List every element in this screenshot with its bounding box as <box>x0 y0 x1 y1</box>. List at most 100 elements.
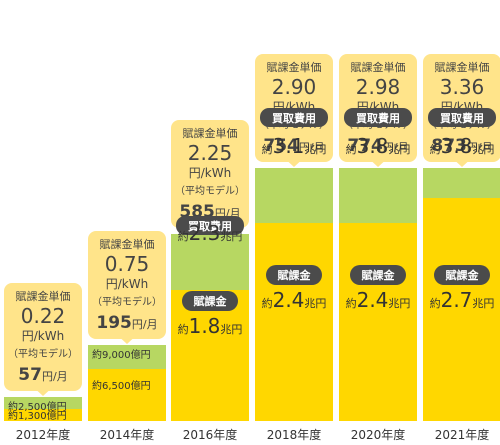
bar-surcharge <box>339 223 417 421</box>
callout-title: 賦課金単価 <box>267 60 322 74</box>
callout-rate: 2.90 <box>272 75 317 99</box>
callout-bubble <box>4 283 82 391</box>
surcharge-badge <box>434 265 490 285</box>
surcharge-value-part: 約 <box>178 322 189 336</box>
callout-model: （平均モデル） <box>92 295 162 308</box>
callout-title: 賦課金単価 <box>100 237 155 251</box>
surcharge-value-part: 兆円 <box>304 297 326 310</box>
callout-rate-unit: 円/kWh <box>189 166 231 180</box>
x-tick-label: 2020年度 <box>351 427 406 442</box>
surcharge-badge-text: 賦課金 <box>193 294 228 308</box>
callout-monthly-unit: 円/月 <box>467 141 493 154</box>
purchase-cost-value-part: 3.8 <box>441 134 473 158</box>
purchase-cost-value-part: 兆円 <box>388 143 410 156</box>
purchase-cost-value-part: 兆円 <box>472 143 494 156</box>
purchase-cost-value: 約3.8兆円 <box>346 134 411 158</box>
bar-surcharge <box>88 369 166 421</box>
callout-monthly: 57円/月 <box>18 365 67 385</box>
callout-model: （平均モデル） <box>175 184 245 197</box>
x-tick-label: 2021年度 <box>435 427 490 442</box>
bar-surcharge <box>4 409 82 421</box>
callout-rate-unit: 円/kWh <box>22 329 64 343</box>
callout-monthly-value: 754 <box>263 136 299 156</box>
surcharge-badge <box>266 265 322 285</box>
bar-surcharge <box>423 198 500 421</box>
purchase-cost-value-part: 兆円 <box>220 230 242 243</box>
purchase-cost-value-part: 3.1 <box>273 134 305 158</box>
callout-monthly-value: 873 <box>431 136 467 156</box>
surcharge-value-part: 2.7 <box>441 288 473 312</box>
surcharge-label: 約6,500億円 <box>92 379 151 392</box>
purchase-cost-value: 約3.1兆円 <box>262 134 327 158</box>
callout-title: 賦課金単価 <box>435 60 490 74</box>
purchase-cost-value-part: 約 <box>178 229 189 243</box>
surcharge-value: 約2.4兆円 <box>346 288 411 312</box>
callout-rate: 2.98 <box>356 75 401 99</box>
surcharge-value: 約2.7兆円 <box>430 288 495 312</box>
callout-rate: 0.22 <box>21 304 66 328</box>
surcharge-value-part: 1.8 <box>189 314 221 338</box>
purchase-cost-value: 約2.3兆円 <box>178 221 243 245</box>
surcharge-badge-text: 賦課金 <box>445 268 480 282</box>
callout-monthly-unit: 円/月 <box>132 318 158 331</box>
surcharge-value: 約2.4兆円 <box>262 288 327 312</box>
surcharge-value-part: 約 <box>430 296 441 310</box>
bar-surcharge <box>171 290 249 421</box>
purchase-cost-value-part: 2.3 <box>189 221 221 245</box>
purchase-cost-value-part: 約 <box>430 142 441 156</box>
callout-title: 賦課金単価 <box>183 126 238 140</box>
purchase-cost-badge <box>260 108 328 127</box>
callout-monthly-value: 57 <box>18 365 42 385</box>
surcharge-value-part: 兆円 <box>388 297 410 310</box>
callout-monthly-unit: 円/月 <box>383 141 409 154</box>
surcharge-badge-text: 賦課金 <box>277 268 312 282</box>
callout-monthly: 195円/月 <box>96 313 157 333</box>
purchase-cost-label: 約2,500億円 <box>8 400 67 413</box>
purchase-cost-value-part: 約 <box>346 142 357 156</box>
surcharge-label: 約1,300億円 <box>8 409 67 422</box>
callout-bubble <box>171 120 249 228</box>
x-tick-label: 2016年度 <box>183 427 238 442</box>
purchase-cost-value-part: 3.8 <box>357 134 389 158</box>
surcharge-value-part: 2.4 <box>273 288 305 312</box>
purchase-cost-badge <box>428 108 496 127</box>
x-tick-label: 2014年度 <box>100 427 155 442</box>
callout-pointer <box>121 338 133 344</box>
surcharge-badge <box>182 291 238 311</box>
bar-surcharge <box>255 223 333 421</box>
purchase-cost-badge <box>176 216 244 235</box>
purchase-cost-value-part: 約 <box>262 142 273 156</box>
surcharge-badge <box>350 265 406 285</box>
callout-pointer <box>37 390 49 396</box>
callout-monthly-value: 774 <box>347 136 383 156</box>
purchase-cost-badge <box>344 108 412 127</box>
callout-pointer <box>288 161 300 167</box>
surcharge-value-part: 兆円 <box>220 323 242 336</box>
purchase-cost-value-part: 兆円 <box>304 143 326 156</box>
callout-pointer <box>456 161 468 167</box>
x-tick-label: 2012年度 <box>16 427 71 442</box>
callout-monthly-unit: 円/月 <box>42 370 68 383</box>
purchase-cost-value: 約3.8兆円 <box>430 134 495 158</box>
surcharge-badge-text: 賦課金 <box>361 268 396 282</box>
callout-pointer <box>372 161 384 167</box>
callout-rate-unit: 円/kWh <box>106 277 148 291</box>
callout-title: 賦課金単価 <box>16 289 71 303</box>
callout-rate: 2.25 <box>188 141 233 165</box>
callout-monthly: 774円/月 <box>347 136 408 156</box>
callout-monthly: 873円/月 <box>431 136 492 156</box>
purchase-cost-badge-text: 買取費用 <box>440 111 484 125</box>
purchase-cost-badge-text: 買取費用 <box>188 219 232 233</box>
purchase-cost-badge-text: 買取費用 <box>272 111 316 125</box>
callout-rate: 3.36 <box>440 75 485 99</box>
purchase-cost-badge-text: 買取費用 <box>356 111 400 125</box>
callout-title: 賦課金単価 <box>351 60 406 74</box>
surcharge-value-part: 約 <box>346 296 357 310</box>
surcharge-value: 約1.8兆円 <box>178 314 243 338</box>
callout-model: （平均モデル） <box>8 347 78 360</box>
callout-rate: 0.75 <box>105 252 150 276</box>
callout-bubble <box>88 231 166 339</box>
callout-monthly-value: 195 <box>96 313 132 333</box>
